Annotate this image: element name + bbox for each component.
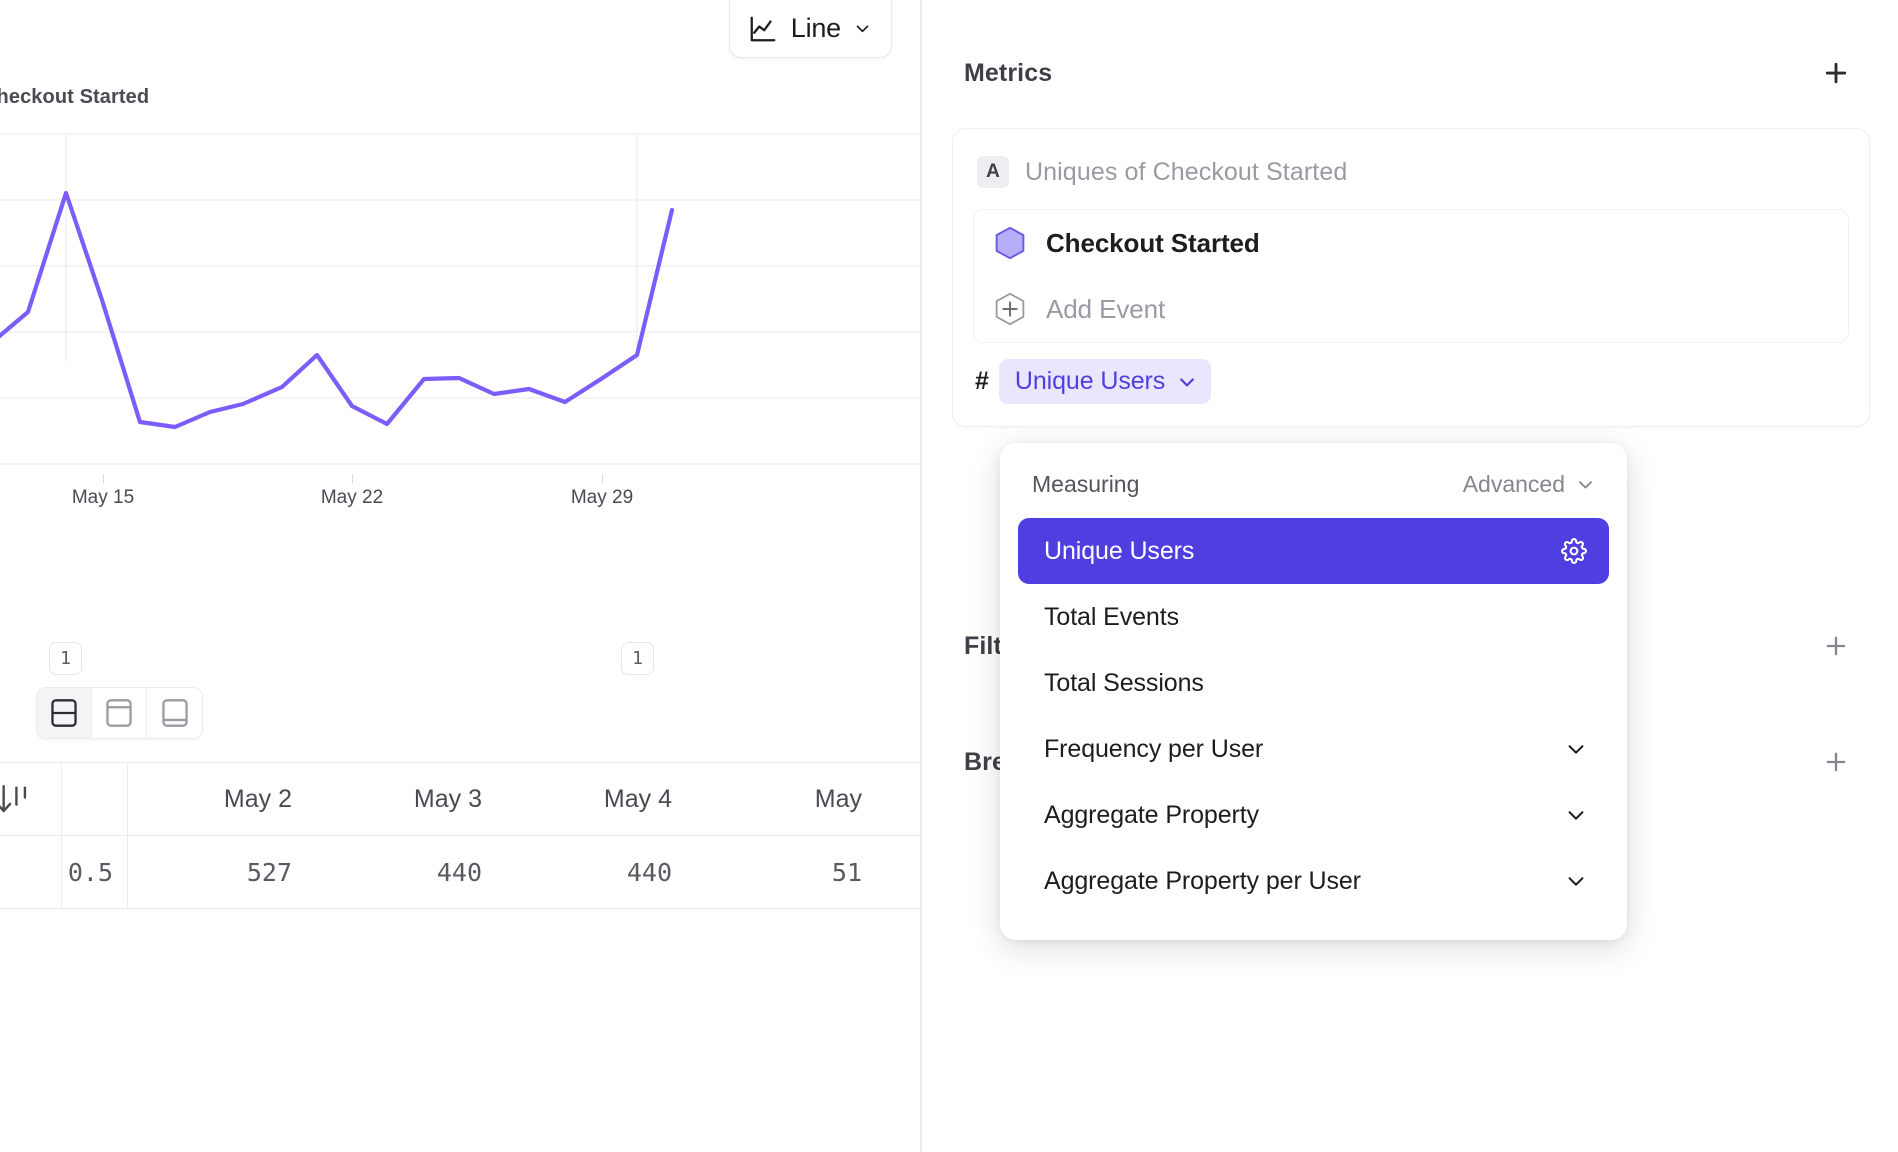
- hexagon-plus-icon: [994, 292, 1026, 326]
- hash-icon: #: [975, 367, 989, 395]
- add-filter-button[interactable]: [1816, 626, 1856, 666]
- add-event-label: Add Event: [1046, 293, 1166, 324]
- chart-pane: Line Uniques of Checkout Started May 15M…: [0, 0, 920, 1152]
- measure-selector-chip[interactable]: Unique Users: [998, 359, 1212, 404]
- metrics-title: Metrics: [964, 58, 1053, 87]
- filters-title: Filt: [964, 631, 1002, 660]
- table-row[interactable]: 0.5 527 440 440 51: [0, 836, 920, 909]
- dropdown-item-label: Aggregate Property per User: [1044, 866, 1361, 895]
- chevron-down-icon: [1576, 475, 1595, 494]
- breakdown-section-header: Bre: [964, 742, 1856, 782]
- add-breakdown-button[interactable]: [1816, 742, 1856, 782]
- sort-descending-icon[interactable]: [0, 763, 62, 835]
- advanced-label: Advanced: [1462, 471, 1565, 497]
- x-tick-label: May 15: [71, 487, 135, 508]
- metric-letter-badge: A: [977, 156, 1009, 188]
- advanced-toggle[interactable]: Advanced: [1463, 471, 1595, 498]
- table-cell: 440: [626, 857, 672, 887]
- metrics-section-header: Metrics: [964, 53, 1856, 93]
- table-header-cell: May 2: [223, 784, 292, 813]
- add-event-row[interactable]: Add Event: [974, 276, 1848, 342]
- layout-toggle-group[interactable]: [36, 687, 203, 739]
- x-tick-mark: [352, 474, 353, 483]
- x-tick-mark: [103, 474, 104, 483]
- breakdown-title: Bre: [964, 747, 1006, 776]
- chart-count-badge-left[interactable]: 1: [49, 642, 82, 675]
- table-cell: 440: [436, 857, 482, 887]
- x-tick-label: May 22: [320, 487, 384, 508]
- dropdown-item-label: Aggregate Property: [1044, 800, 1259, 829]
- chart-type-label: Line: [790, 13, 841, 43]
- spacer: [1569, 608, 1587, 626]
- dropdown-item-aggregate-property[interactable]: Aggregate Property: [1018, 782, 1609, 848]
- event-row-checkout-started[interactable]: Checkout Started: [974, 210, 1848, 276]
- measure-row: # Unique Users: [973, 359, 1849, 404]
- dropdown-item-total-events[interactable]: Total Events: [1018, 584, 1609, 650]
- dropdown-item-label: Total Events: [1044, 602, 1179, 631]
- gear-icon[interactable]: [1561, 538, 1587, 564]
- dropdown-item-label: Total Sessions: [1044, 668, 1204, 697]
- measure-label: Unique Users: [1014, 367, 1166, 395]
- x-axis: May 15 May 22 May 29: [0, 474, 920, 527]
- table-cell: 0.5: [62, 836, 128, 908]
- line-chart-plot: [0, 130, 920, 485]
- chevron-down-icon: [854, 20, 871, 37]
- layout-table-large-button[interactable]: [147, 688, 202, 738]
- filters-section-header: Filt: [964, 626, 1856, 666]
- event-list: Checkout Started Add Event: [973, 209, 1849, 343]
- table-header-cell: May 3: [413, 784, 482, 813]
- add-metric-button[interactable]: [1816, 53, 1856, 93]
- chevron-down-icon[interactable]: [1565, 870, 1587, 892]
- table-header-cell: May: [814, 784, 862, 813]
- hexagon-event-icon: [994, 226, 1026, 260]
- data-table: May 2 May 3 May 4 May 0.5 527 440 440 51: [0, 762, 920, 909]
- metric-name-row[interactable]: A Uniques of Checkout Started: [973, 147, 1849, 197]
- chart-count-badge-right[interactable]: 1: [621, 642, 654, 675]
- dropdown-measuring-label: Measuring: [1032, 471, 1140, 497]
- chart-title: Uniques of Checkout Started: [0, 86, 150, 108]
- dropdown-item-label: Unique Users: [1044, 536, 1195, 565]
- x-tick-label: May 29: [570, 487, 634, 508]
- metric-card: A Uniques of Checkout Started Checkout S…: [952, 128, 1870, 427]
- dropdown-item-total-sessions[interactable]: Total Sessions: [1018, 650, 1609, 716]
- event-label: Checkout Started: [1046, 227, 1260, 258]
- table-cell: [0, 836, 62, 908]
- layout-chart-large-button[interactable]: [92, 688, 147, 738]
- table-cell: 51: [831, 857, 862, 887]
- chart-type-selector[interactable]: Line: [728, 0, 892, 58]
- chevron-down-icon: [1177, 372, 1197, 392]
- line-chart-icon: [748, 14, 778, 44]
- dropdown-item-frequency-per-user[interactable]: Frequency per User: [1018, 716, 1609, 782]
- table-cell: 527: [246, 857, 292, 887]
- dropdown-item-label: Frequency per User: [1044, 734, 1264, 763]
- dropdown-header: Measuring Advanced: [1018, 463, 1609, 518]
- dropdown-item-aggregate-property-per-user[interactable]: Aggregate Property per User: [1018, 848, 1609, 914]
- spacer: [1569, 674, 1587, 692]
- dropdown-item-unique-users[interactable]: Unique Users: [1018, 518, 1609, 584]
- layout-split-even-button[interactable]: [37, 688, 92, 738]
- table-header-cell: May 4: [603, 784, 672, 813]
- table-header-row: May 2 May 3 May 4 May: [0, 762, 920, 836]
- measuring-dropdown-menu[interactable]: Measuring Advanced Unique Users Total Ev…: [1000, 443, 1627, 940]
- chevron-down-icon[interactable]: [1565, 738, 1587, 760]
- pane-divider[interactable]: [920, 0, 922, 1152]
- chevron-down-icon[interactable]: [1565, 804, 1587, 826]
- table-header-cell: [62, 763, 128, 835]
- x-tick-mark: [602, 474, 603, 483]
- metric-name-input[interactable]: Uniques of Checkout Started: [1025, 157, 1348, 186]
